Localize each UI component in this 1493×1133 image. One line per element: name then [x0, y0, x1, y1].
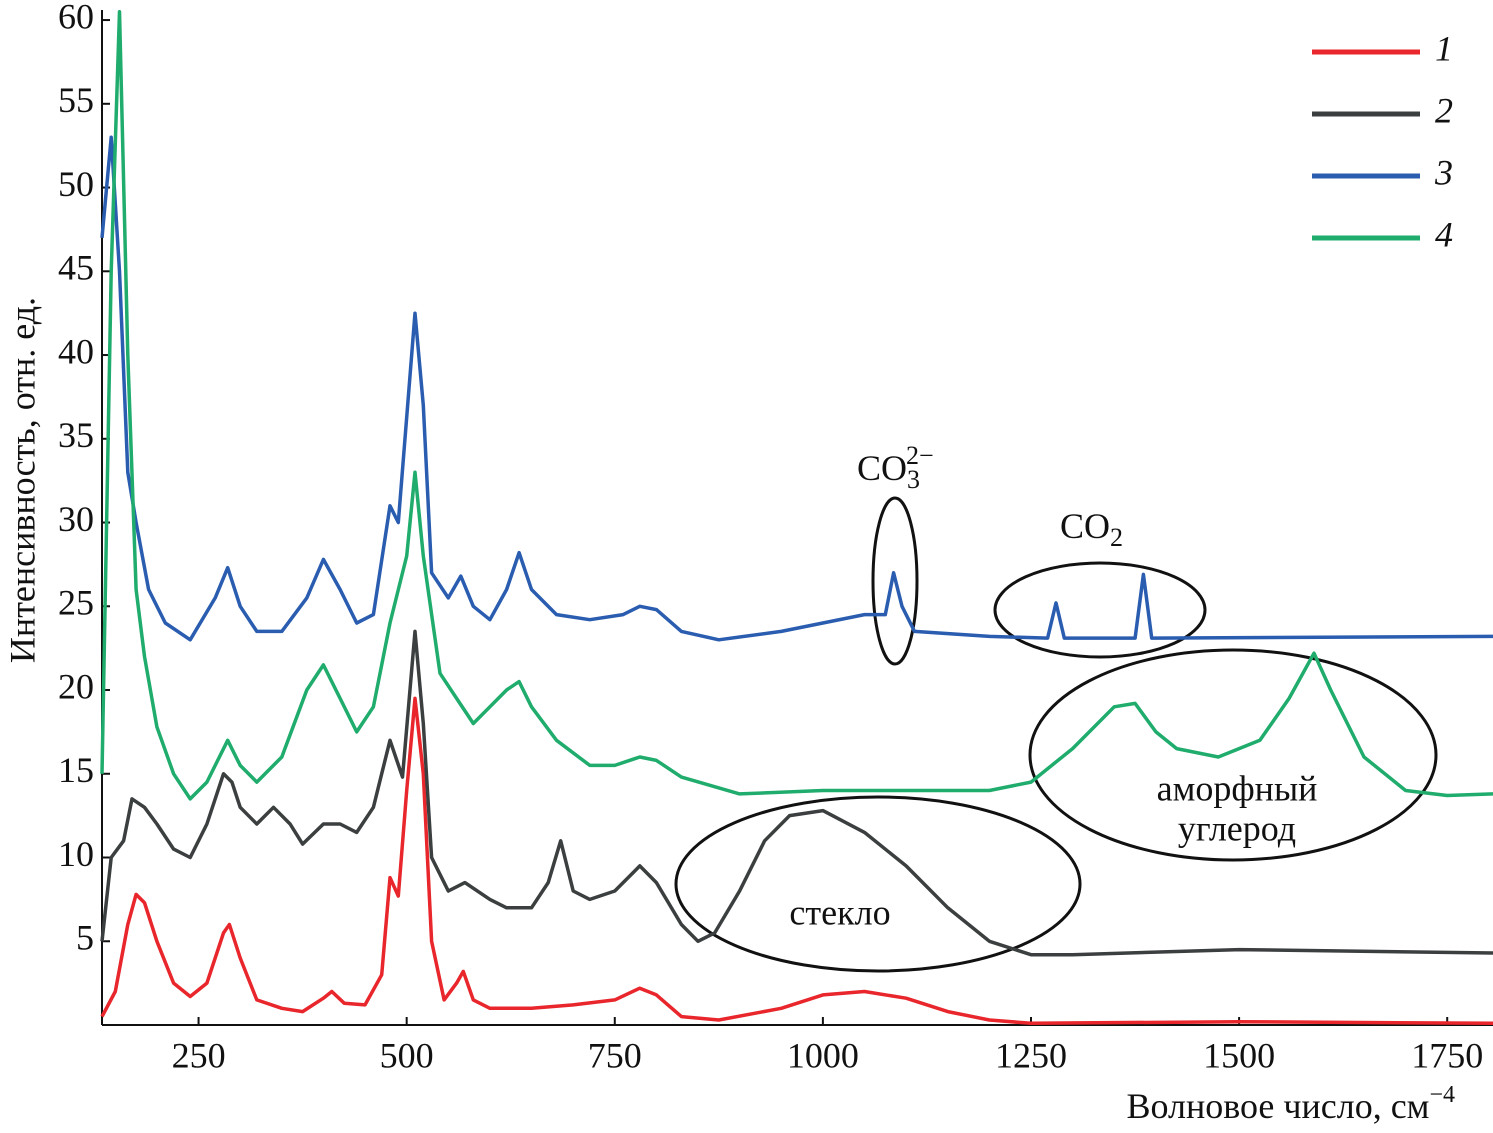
annotation-ellipse — [871, 496, 919, 666]
x-tick-label: 250 — [172, 1035, 226, 1075]
y-tick-label: 30 — [58, 499, 94, 539]
y-tick-label: 10 — [58, 834, 94, 874]
y-tick-label: 25 — [58, 583, 94, 623]
legend-label: 3 — [1434, 152, 1453, 192]
line — [100, 629, 1493, 957]
x-tick-label: 1250 — [995, 1035, 1067, 1075]
legend-label: 1 — [1435, 28, 1453, 68]
legend-label: 2 — [1435, 90, 1453, 130]
y-axis-label: Интенсивность, отн. ед. — [2, 297, 42, 663]
annotation: углерод — [1178, 808, 1296, 848]
x-tick-label: 1500 — [1203, 1035, 1275, 1075]
y-tick-label: 60 — [58, 0, 94, 36]
x-tick-label: 1750 — [1411, 1035, 1483, 1075]
legend-label: 4 — [1435, 214, 1453, 254]
annotation-ellipse — [1028, 648, 1438, 862]
x-tick-label: 1000 — [787, 1035, 859, 1075]
annotation: CO32− — [857, 441, 934, 494]
y-tick-label: 45 — [58, 248, 94, 288]
y-tick-label: 55 — [58, 80, 94, 120]
x-tick-label: 500 — [380, 1035, 434, 1075]
y-tick-label: 20 — [58, 666, 94, 706]
y-tick-label: 5 — [76, 918, 94, 958]
y-tick-label: 35 — [58, 415, 94, 455]
annotation: CO2 — [1060, 506, 1123, 552]
annotation-ellipse — [993, 561, 1207, 659]
line — [100, 135, 1493, 642]
annotation: аморфный — [1157, 768, 1318, 808]
y-tick-label: 50 — [58, 164, 94, 204]
line — [100, 9, 1493, 801]
y-tick-label: 15 — [58, 750, 94, 790]
line — [100, 696, 1493, 1026]
annotation: стекло — [789, 892, 890, 932]
y-tick-label: 40 — [58, 331, 94, 371]
x-tick-label: 750 — [588, 1035, 642, 1075]
annotation-ellipse — [674, 795, 1082, 973]
x-axis-label: Волновое число, см−4 — [1126, 1082, 1455, 1127]
